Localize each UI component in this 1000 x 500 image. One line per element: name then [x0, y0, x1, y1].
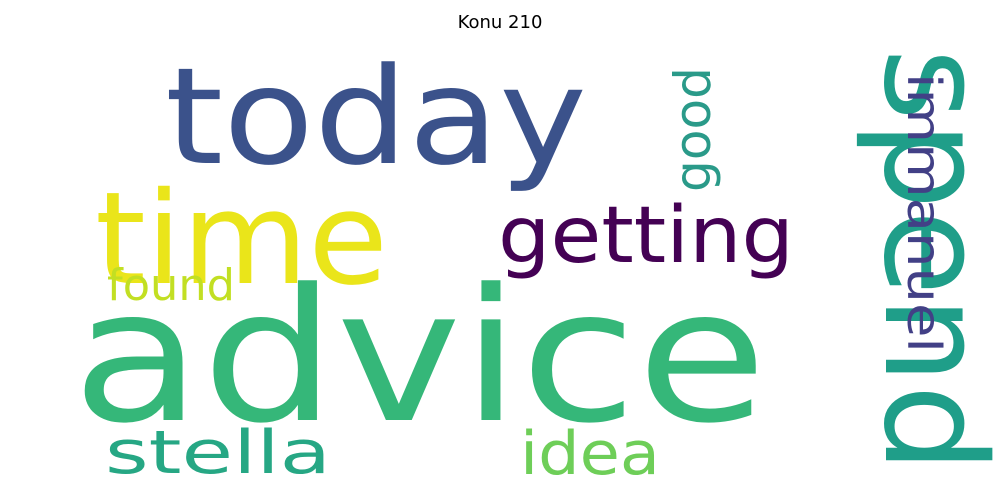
figure-title: Konu 210: [457, 12, 543, 33]
word-stella: stella: [105, 418, 331, 488]
word-advice: advice: [72, 250, 767, 464]
word-idea: idea: [520, 419, 660, 489]
word-getting: getting: [498, 191, 794, 281]
word-spend: spend: [852, 48, 1000, 473]
word-time: time: [95, 165, 388, 314]
word-found: found: [107, 260, 235, 311]
word-immanuel: immanuel: [897, 73, 951, 353]
word-good: good: [664, 67, 722, 192]
word-today: today: [165, 39, 587, 195]
